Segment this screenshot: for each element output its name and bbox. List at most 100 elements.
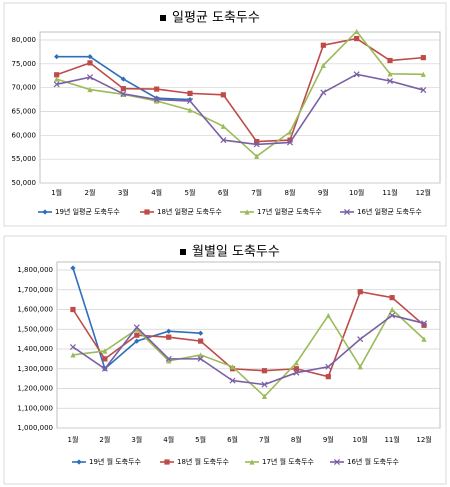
- x-tick-label: 1월: [51, 188, 62, 197]
- marker: [254, 138, 260, 145]
- marker: [187, 107, 193, 113]
- marker: [198, 330, 204, 336]
- marker: [101, 365, 108, 372]
- marker: [286, 139, 294, 146]
- x-tick-label: 11월: [382, 188, 397, 197]
- marker: [220, 123, 226, 129]
- y-tick-label: 1,600,000: [17, 306, 53, 314]
- marker: [120, 90, 127, 97]
- x-tick-label: 11월: [384, 435, 399, 444]
- y-tick-label: 70,000: [12, 84, 37, 92]
- x-tick-label: 10월: [353, 435, 368, 444]
- y-tick-label: 50,000: [12, 179, 37, 187]
- marker: [220, 92, 226, 98]
- y-tick-label: 1,500,000: [17, 325, 53, 333]
- y-tick-label: 1,200,000: [17, 385, 53, 393]
- marker: [357, 336, 364, 343]
- chart-frame: [3, 2, 447, 227]
- series-line: [56, 73, 424, 146]
- marker: [420, 71, 426, 77]
- legend-label: 17년 월 도축두수: [262, 457, 315, 466]
- marker: [133, 324, 140, 331]
- x-tick-label: 9월: [318, 188, 329, 197]
- marker: [54, 76, 60, 82]
- series-line: [72, 290, 425, 378]
- marker: [87, 54, 93, 60]
- marker: [389, 306, 395, 313]
- marker: [293, 360, 299, 366]
- marker: [293, 366, 299, 372]
- x-tick-label: 2월: [99, 435, 110, 444]
- x-tick-label: 6월: [218, 188, 229, 197]
- legend-label: 19년 월 도축두수: [89, 457, 142, 466]
- series-line: [72, 308, 425, 398]
- marker: [293, 369, 300, 376]
- marker: [261, 393, 268, 399]
- marker: [154, 86, 160, 92]
- marker: [420, 55, 426, 61]
- y-tick-label: 1,700,000: [17, 286, 53, 294]
- marker: [53, 81, 60, 88]
- marker: [287, 137, 293, 143]
- marker: [87, 86, 93, 93]
- marker: [389, 295, 395, 301]
- marker: [249, 459, 255, 465]
- marker: [165, 355, 172, 362]
- chart-title: 일평균 도축두수: [172, 11, 260, 26]
- marker: [144, 209, 150, 215]
- x-tick-label: 12월: [416, 435, 431, 444]
- marker: [102, 356, 108, 362]
- series-line: [56, 30, 424, 158]
- marker: [153, 96, 160, 103]
- marker: [386, 77, 394, 85]
- marker: [197, 355, 204, 362]
- marker: [287, 129, 293, 135]
- marker: [244, 209, 250, 215]
- series-line: [56, 37, 424, 143]
- marker: [325, 312, 331, 319]
- marker: [421, 336, 427, 342]
- marker: [154, 98, 160, 104]
- series-line: [72, 267, 201, 371]
- marker: [42, 209, 48, 215]
- marker: [325, 363, 332, 370]
- marker: [120, 76, 126, 82]
- marker: [166, 334, 172, 340]
- x-tick-label: 8월: [291, 435, 302, 444]
- legend-label: 16년 일평균 도축두수: [357, 207, 422, 216]
- x-tick-label: 4월: [151, 188, 162, 197]
- marker: [354, 35, 360, 42]
- y-tick-label: 65,000: [12, 108, 37, 116]
- marker: [357, 364, 363, 370]
- marker: [87, 60, 93, 66]
- marker: [220, 137, 227, 144]
- marker: [353, 71, 360, 78]
- x-tick-label: 6월: [227, 435, 238, 444]
- marker: [86, 74, 94, 81]
- x-tick-label: 3월: [118, 188, 129, 197]
- marker: [333, 458, 341, 466]
- y-tick-label: 60,000: [12, 131, 37, 139]
- marker: [54, 72, 60, 78]
- legend-label: 18년 월 도축두수: [177, 457, 230, 466]
- marker: [120, 86, 126, 92]
- y-tick-label: 1,800,000: [17, 266, 53, 274]
- chart-title: 월별일 도축두수: [192, 245, 280, 260]
- x-tick-label: 5월: [195, 435, 206, 444]
- x-tick-label: 4월: [163, 435, 174, 444]
- title-square: [180, 249, 186, 255]
- marker: [70, 265, 76, 271]
- marker: [70, 306, 76, 313]
- x-tick-label: 10월: [349, 188, 364, 197]
- marker: [420, 87, 427, 94]
- legend-label: 19년 일평균 도축두수: [55, 207, 120, 216]
- marker: [421, 320, 428, 327]
- marker: [320, 62, 326, 68]
- legend-label: 18년 일평균 도축두수: [157, 207, 222, 216]
- marker: [261, 368, 268, 374]
- x-tick-label: 8월: [285, 188, 296, 197]
- marker: [198, 338, 204, 344]
- marker: [261, 381, 268, 388]
- marker: [357, 289, 363, 295]
